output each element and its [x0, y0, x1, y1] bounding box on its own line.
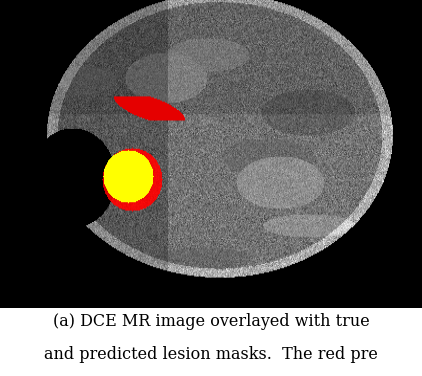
Text: and predicted lesion masks.  The red pre: and predicted lesion masks. The red pre [44, 346, 378, 364]
Text: (a) DCE MR image overlayed with true: (a) DCE MR image overlayed with true [53, 313, 369, 331]
